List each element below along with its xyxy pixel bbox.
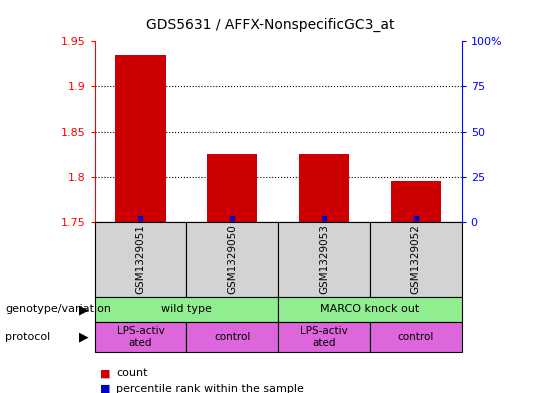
Text: wild type: wild type — [161, 305, 212, 314]
Text: control: control — [397, 332, 434, 342]
Text: MARCO knock out: MARCO knock out — [320, 305, 420, 314]
Text: protocol: protocol — [5, 332, 51, 342]
Text: LPS-activ
ated: LPS-activ ated — [300, 326, 348, 348]
Text: ▶: ▶ — [79, 331, 89, 343]
Text: percentile rank within the sample: percentile rank within the sample — [116, 384, 304, 393]
Bar — [115, 55, 166, 222]
Bar — [207, 154, 258, 222]
Text: GDS5631 / AFFX-NonspecificGC3_at: GDS5631 / AFFX-NonspecificGC3_at — [146, 18, 394, 32]
Text: GSM1329051: GSM1329051 — [136, 224, 145, 294]
Bar — [390, 182, 441, 222]
Text: GSM1329050: GSM1329050 — [227, 224, 237, 294]
Text: LPS-activ
ated: LPS-activ ated — [117, 326, 164, 348]
Text: ▶: ▶ — [79, 303, 89, 316]
Text: GSM1329052: GSM1329052 — [411, 224, 421, 294]
Text: count: count — [116, 368, 147, 378]
Text: genotype/variation: genotype/variation — [5, 305, 111, 314]
Text: control: control — [214, 332, 251, 342]
Text: GSM1329053: GSM1329053 — [319, 224, 329, 294]
Bar — [299, 154, 349, 222]
Text: ■: ■ — [100, 384, 110, 393]
Text: ■: ■ — [100, 368, 110, 378]
